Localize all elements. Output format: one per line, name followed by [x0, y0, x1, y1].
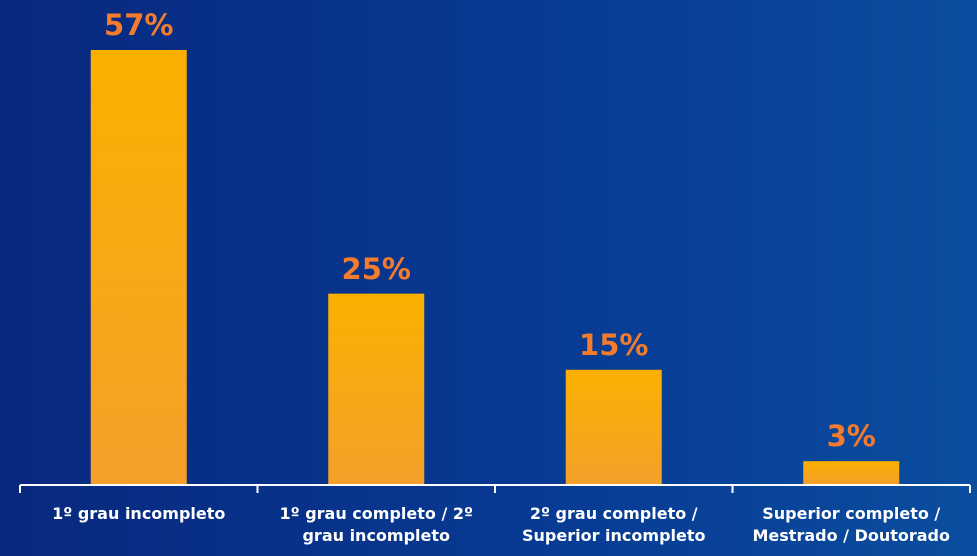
data-label: 57%: [104, 8, 174, 42]
data-label: 3%: [826, 419, 876, 454]
bar: [328, 293, 425, 484]
bar: [90, 50, 187, 484]
data-label: 15%: [579, 327, 649, 362]
x-tick-label: Superior completo / Mestrado / Doutorado: [752, 504, 951, 545]
x-tick-label: 1º grau completo / 2º grau incompleto: [279, 504, 474, 545]
x-tick-label: 1º grau incompleto: [52, 504, 226, 523]
x-tick-label: 2º grau completo / Superior incompleto: [522, 504, 706, 545]
data-label: 25%: [341, 251, 411, 286]
bar: [565, 369, 662, 484]
bar: [803, 461, 900, 484]
